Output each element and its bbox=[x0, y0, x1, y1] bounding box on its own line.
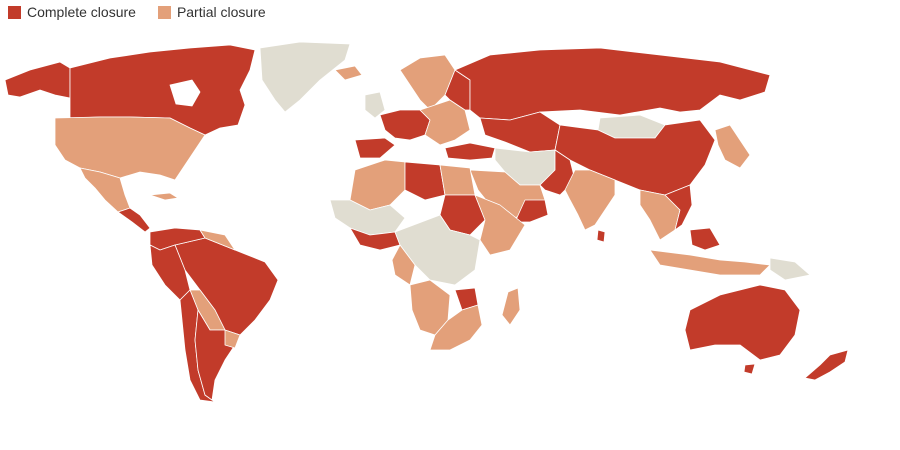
region-sahel-west bbox=[329, 199, 406, 236]
region-tasmania bbox=[743, 363, 756, 375]
region-new-zealand bbox=[804, 349, 849, 381]
region-iceland bbox=[334, 65, 363, 81]
legend-item-partial-closure: Partial closure bbox=[157, 4, 266, 20]
region-uk-ireland bbox=[364, 91, 386, 119]
region-indonesia bbox=[649, 249, 771, 276]
region-russia bbox=[454, 47, 771, 121]
region-egypt bbox=[439, 164, 476, 196]
region-madagascar bbox=[501, 287, 521, 326]
region-greenland bbox=[259, 41, 351, 113]
region-hudson-bay bbox=[169, 79, 201, 107]
map-legend: Complete closure Partial closure bbox=[8, 4, 266, 20]
region-southern-africa bbox=[429, 304, 483, 351]
region-australia bbox=[684, 284, 801, 361]
region-iberia bbox=[354, 137, 396, 159]
region-alaska bbox=[4, 61, 71, 99]
region-philippines-malaysia bbox=[689, 227, 721, 251]
region-horn-of-africa bbox=[474, 194, 526, 256]
region-india bbox=[564, 169, 616, 231]
region-north-africa-west bbox=[349, 159, 406, 211]
region-korea-japan bbox=[714, 124, 751, 169]
legend-item-complete-closure: Complete closure bbox=[8, 4, 136, 20]
legend-label-partial: Partial closure bbox=[176, 4, 266, 20]
legend-label-complete: Complete closure bbox=[27, 4, 136, 20]
region-western-europe bbox=[379, 109, 431, 141]
region-uruguay bbox=[224, 329, 241, 349]
region-caribbean bbox=[149, 192, 179, 201]
region-papua bbox=[769, 257, 811, 281]
region-vietnam bbox=[664, 184, 693, 231]
region-usa bbox=[54, 116, 206, 181]
legend-swatch-complete bbox=[8, 5, 21, 19]
region-congo bbox=[391, 244, 416, 286]
region-sri-lanka bbox=[596, 229, 606, 243]
region-china bbox=[554, 119, 716, 196]
region-libya bbox=[404, 161, 446, 201]
region-pakistan bbox=[539, 149, 576, 196]
legend-swatch-partial bbox=[157, 5, 171, 19]
region-central-america bbox=[117, 207, 151, 233]
region-turkey bbox=[444, 142, 496, 161]
region-guianas bbox=[199, 229, 236, 251]
